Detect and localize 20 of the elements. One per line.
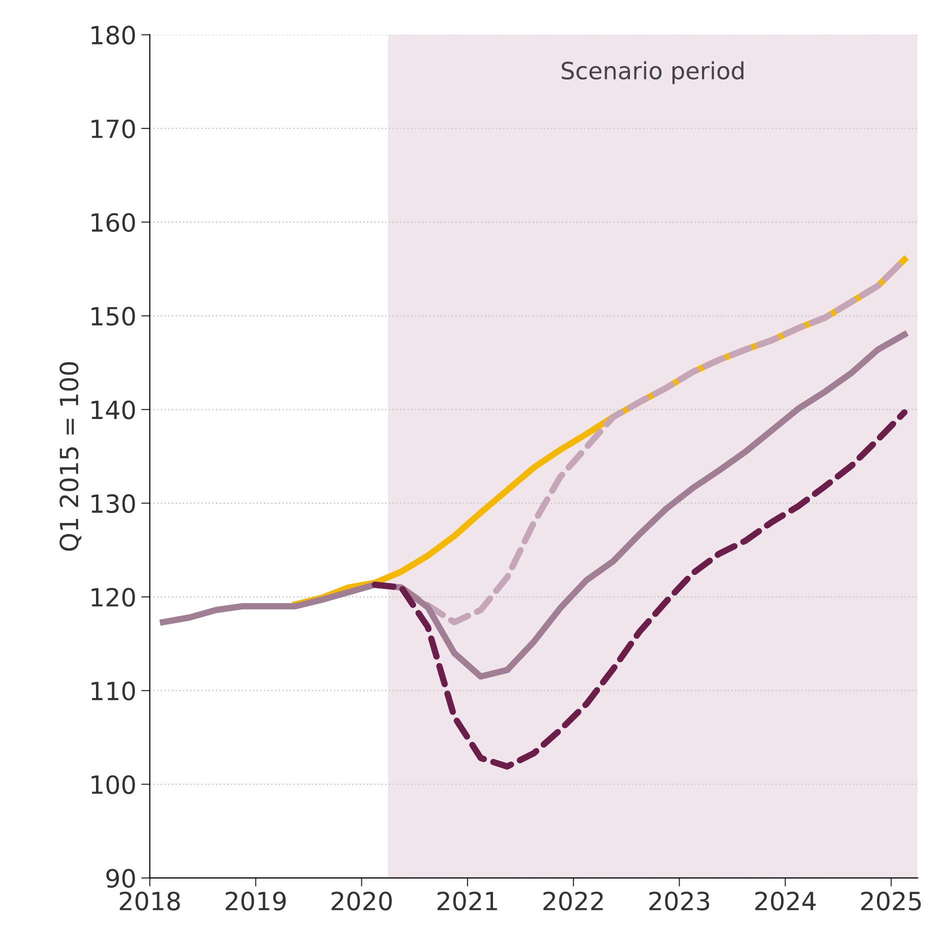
x-tick-label: 2018 xyxy=(120,892,180,911)
x-tick-label: 2019 xyxy=(226,892,286,911)
band-label: Scenario period xyxy=(562,61,744,84)
y-tick-label: 170 xyxy=(92,119,135,138)
x-tick-label: 2025 xyxy=(861,892,921,911)
x-tick-label: 2023 xyxy=(649,892,710,911)
y-tick-label: 150 xyxy=(92,306,135,326)
x-tick-label: 2022 xyxy=(543,892,603,911)
y-tick-label: 180 xyxy=(92,26,135,45)
y-tick-label: 130 xyxy=(92,494,135,514)
y-tick-label: 140 xyxy=(92,400,135,420)
x-tick-label: 2024 xyxy=(755,892,816,911)
y-tick-label: 160 xyxy=(92,213,135,232)
y-tick-label: 120 xyxy=(92,588,135,607)
y-axis-title: Q1 2015 = 100 xyxy=(60,362,82,551)
x-tick-label: 2020 xyxy=(332,892,392,911)
y-tick-label: 90 xyxy=(106,868,135,888)
y-tick-label: 100 xyxy=(92,775,135,794)
y-tick-label: 110 xyxy=(92,682,135,700)
x-tick-label: 2021 xyxy=(438,892,498,911)
